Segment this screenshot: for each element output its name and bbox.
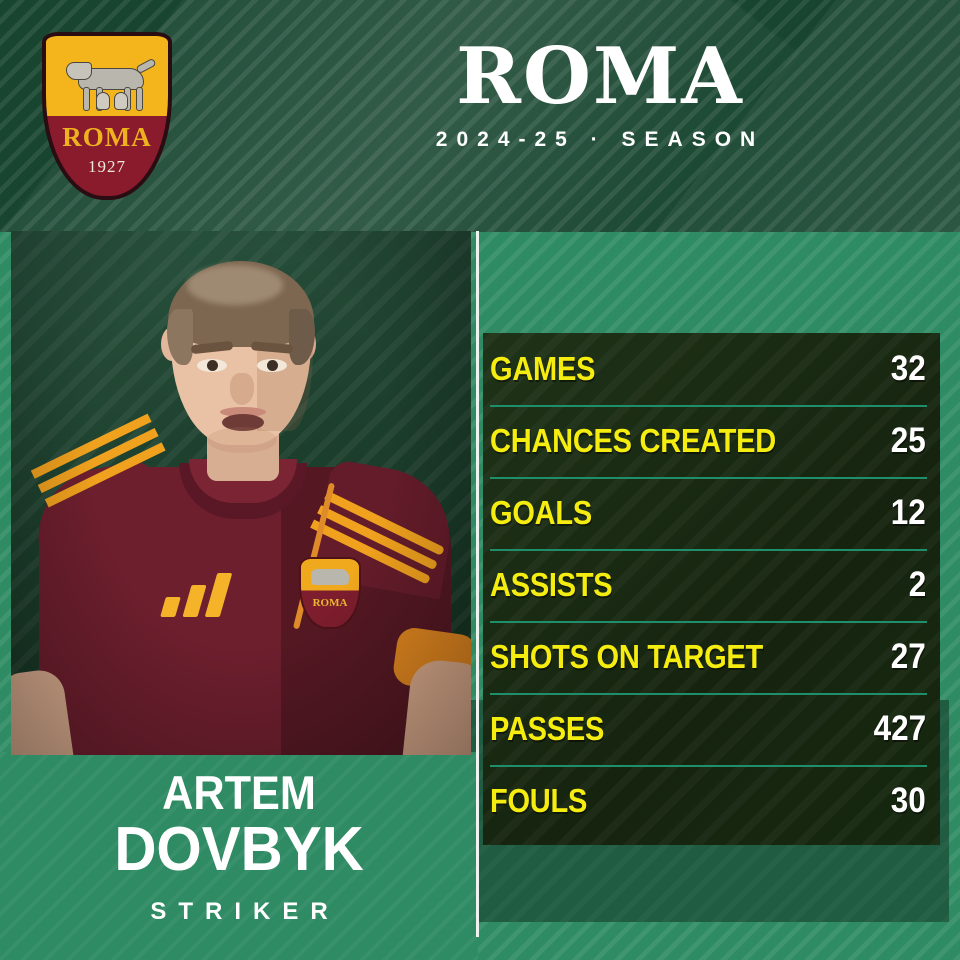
stat-label: ASSISTS	[490, 566, 613, 603]
stat-label: GAMES	[490, 350, 596, 387]
player-name-block: ARTEM DOVBYK STRIKER	[0, 768, 478, 926]
player-nose	[230, 373, 254, 405]
jersey-crest-label: ROMA	[312, 597, 348, 609]
stat-label: PASSES	[490, 710, 605, 747]
stat-row: CHANCES CREATED 25	[490, 405, 933, 477]
stat-label: FOULS	[490, 782, 588, 819]
stats-list: GAMES 32 CHANCES CREATED 25 GOALS 12 ASSISTS 2 S…	[490, 333, 933, 837]
wolf-tail	[135, 57, 157, 75]
wolf-leg	[83, 87, 90, 111]
stat-value: 25	[890, 421, 926, 460]
adidas-logo-icon	[159, 571, 251, 617]
stats-panel-stripe-texture	[483, 333, 940, 845]
wolf-head	[66, 62, 92, 80]
stat-row: GOALS 12	[490, 477, 933, 549]
player-pupil-right	[267, 360, 278, 371]
player-pupil-left	[207, 360, 218, 371]
stat-value: 427	[873, 709, 926, 748]
crest-shield-shape: ROMA 1927	[42, 32, 172, 200]
stat-label: GOALS	[490, 494, 592, 531]
club-crest-icon: ROMA 1927	[42, 32, 172, 200]
stat-row: GAMES 32	[490, 333, 933, 405]
stat-value: 27	[890, 637, 926, 676]
stat-value: 2	[908, 565, 926, 604]
player-hair-fade-left	[167, 309, 193, 365]
stat-label: SHOTS ON TARGET	[490, 638, 764, 675]
player-position: STRIKER	[150, 898, 340, 925]
stats-panel: GAMES 32 CHANCES CREATED 25 GOALS 12 ASSISTS 2 S…	[483, 333, 940, 845]
season-subtitle: 2024-25 · SEASON	[435, 128, 765, 151]
stats-panel-gradient	[483, 333, 940, 845]
stat-row: FOULS 30	[490, 765, 933, 837]
page-title: ROMA	[456, 31, 744, 122]
stat-row: SHOTS ON TARGET 27	[490, 621, 933, 693]
crest-founded-year: 1927	[88, 157, 126, 176]
jersey-crest-wolf	[311, 569, 349, 585]
player-first-name: ARTEM	[162, 766, 316, 819]
jersey-club-crest-icon: ROMA	[299, 557, 361, 629]
player-upper-lip	[220, 407, 266, 417]
stat-row: ASSISTS 2	[490, 549, 933, 621]
jersey-crest-shield	[299, 557, 361, 629]
twin-figure	[96, 92, 110, 110]
player-hair-highlight	[187, 265, 283, 305]
capitoline-wolf-icon	[66, 57, 158, 112]
stat-value: 32	[890, 349, 926, 388]
player-mouth	[222, 414, 264, 431]
twin-figure	[114, 92, 128, 110]
player-last-name: DOVBYK	[114, 815, 364, 884]
vertical-divider	[476, 231, 479, 937]
player-photo: ROMA	[11, 231, 471, 755]
stat-value: 12	[890, 493, 926, 532]
wolf-leg	[136, 87, 143, 111]
crest-club-name: ROMA	[62, 122, 152, 152]
stat-value: 30	[890, 781, 926, 820]
player-photo-panel: ROMA	[11, 231, 471, 755]
player-chin-shading	[207, 427, 277, 453]
stat-row: PASSES 427	[490, 693, 933, 765]
stat-label: CHANCES CREATED	[490, 422, 776, 459]
